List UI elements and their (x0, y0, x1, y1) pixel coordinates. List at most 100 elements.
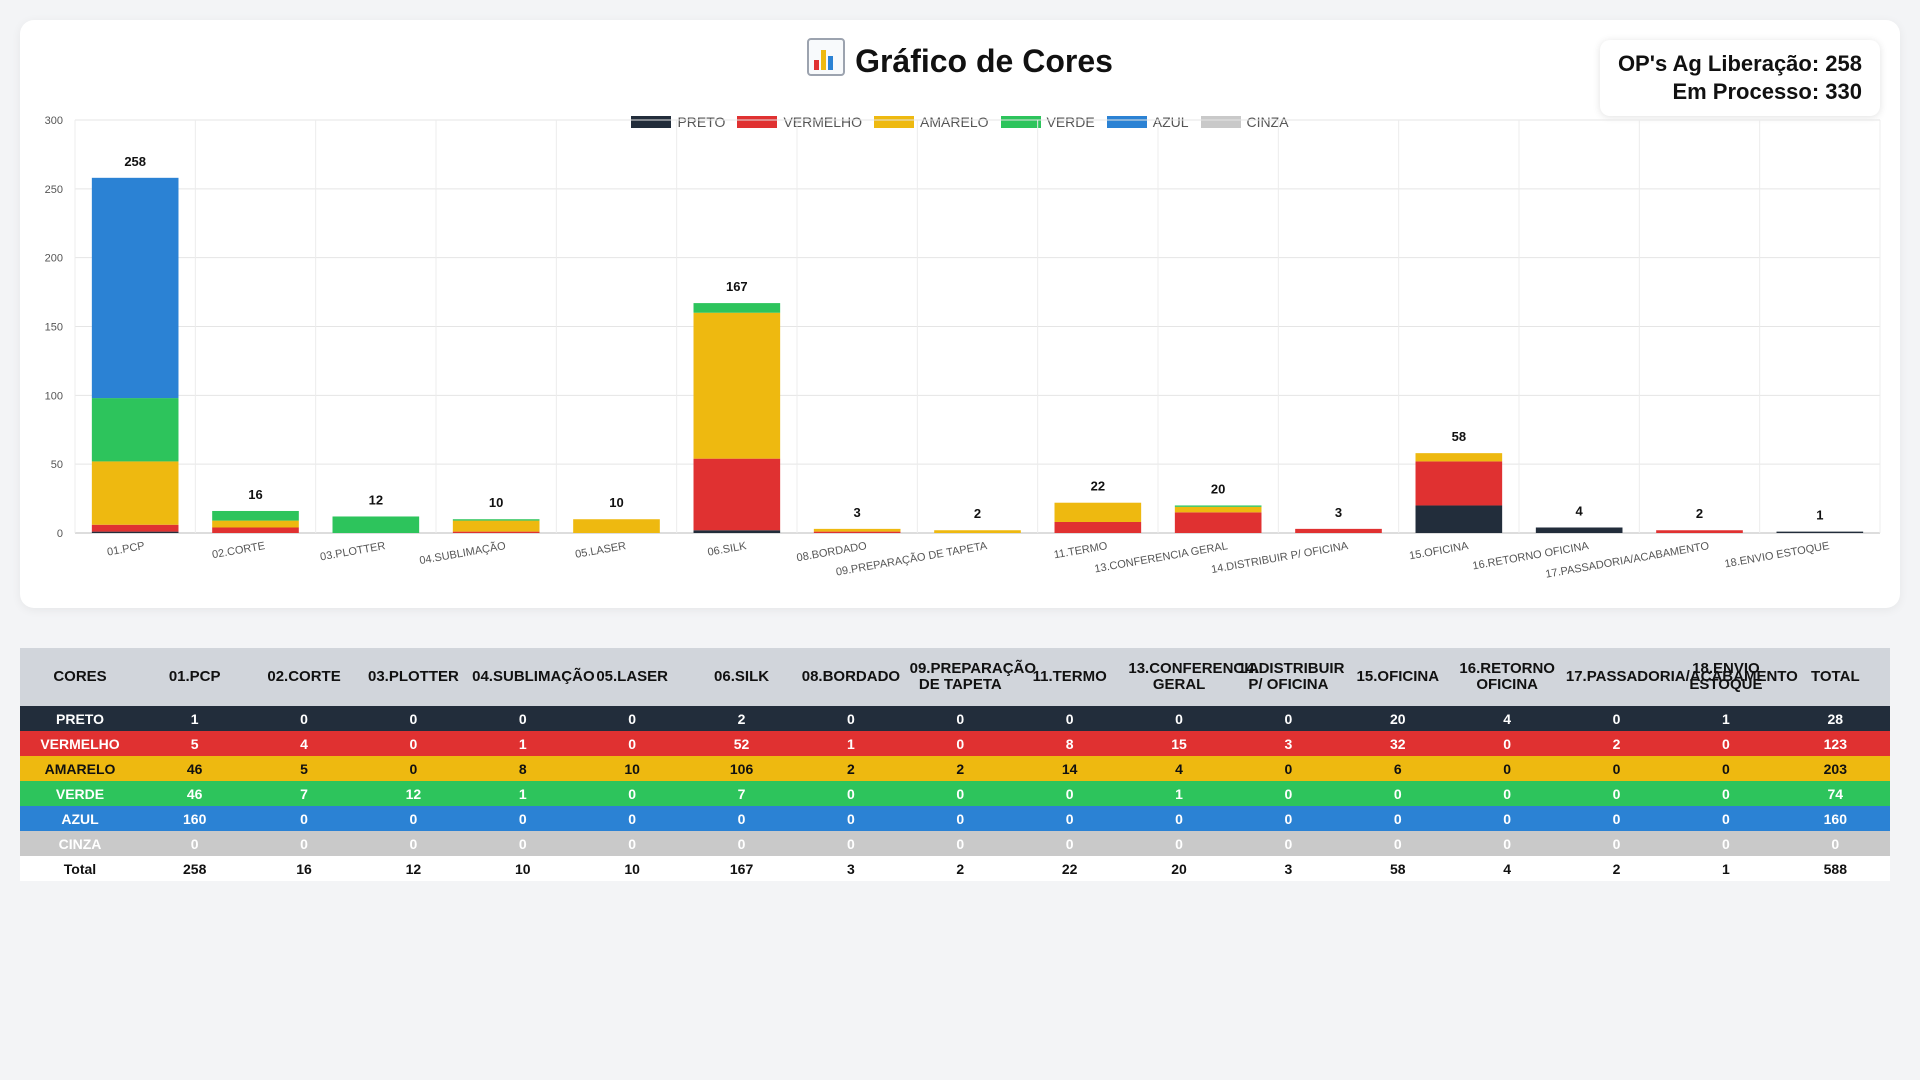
chart-title: Gráfico de Cores (20, 38, 1900, 80)
table-cell: 0 (1671, 831, 1781, 856)
x-tick-label: 15.OFICINA (1408, 540, 1470, 562)
table-cell: 3 (796, 856, 906, 881)
table-cell: 0 (796, 706, 906, 731)
table-cell: 0 (1780, 831, 1890, 856)
bar-total-label: 3 (854, 505, 861, 520)
table-cell: 0 (1015, 831, 1125, 856)
bar-total-label: 22 (1091, 479, 1105, 494)
table-cell: 0 (1015, 806, 1125, 831)
table-cell: 1 (468, 731, 578, 756)
bar-total-label: 2 (1696, 506, 1703, 521)
bar-segment-01-pcp-verde (91, 398, 179, 462)
bar-total-label: 10 (489, 495, 503, 510)
table-cell: 20 (1343, 706, 1453, 731)
table-cell: 0 (577, 706, 687, 731)
legend-swatch (1200, 116, 1241, 128)
table-cell: 0 (1452, 831, 1562, 856)
table-header-13-conferencia-geral: 13.CONFERENCIA GERAL (1124, 648, 1259, 706)
table-header-17-passadoria-acabamento: 17.PASSADORIA/ACABAMENTO (1561, 648, 1798, 706)
y-tick-label: 300 (45, 115, 63, 127)
bar-segment-05-laser-amarelo (573, 519, 660, 533)
table-cell: 28 (1780, 706, 1890, 731)
table-cell: 0 (1561, 806, 1672, 831)
table-cell: 0 (358, 731, 469, 756)
x-tick-label: 03.PLOTTER (319, 540, 386, 563)
table-cell: 0 (1452, 756, 1562, 781)
table-row-vermelho: VERMELHO 5 4 0 1 0 52 1 0 8 15 3 32 0 2 0 123 (20, 731, 1890, 756)
bar-segment-11-termo-amarelo (1054, 502, 1142, 522)
table-cell: 0 (1452, 806, 1562, 831)
table-cell: 0 (1561, 831, 1672, 856)
bar-segment-16-retorno-oficina-preto (1535, 527, 1623, 533)
legend-item-preto[interactable]: PRETO (631, 114, 725, 130)
bar-segment-15-oficina-vermelho (1415, 461, 1503, 506)
table-cell: 5 (140, 731, 250, 756)
bar-segment-15-oficina-preto (1415, 505, 1503, 533)
table-cell: 588 (1780, 856, 1890, 881)
table-cell: 7 (249, 781, 359, 806)
table-cell: 1 (140, 706, 250, 731)
y-tick-label: 150 (45, 322, 63, 334)
table-header-03-plotter: 03.PLOTTER (358, 648, 469, 706)
table-cell: 10 (577, 756, 687, 781)
table-cell: 10 (468, 856, 578, 881)
table-cell: 12 (358, 781, 469, 806)
table-header-05-laser: 05.LASER (577, 648, 687, 706)
table-cell: 0 (796, 781, 906, 806)
table-cell: 1 (796, 731, 906, 756)
legend-item-amarelo[interactable]: AMARELO (874, 114, 989, 130)
table-cell: 258 (140, 856, 250, 881)
bar-segment-01-pcp-azul (91, 177, 179, 399)
bar-segment-13-conferencia-geral-verde (1174, 505, 1262, 507)
table-cell: 0 (1561, 756, 1672, 781)
table-cell: 0 (905, 806, 1015, 831)
table-cell: 16 (249, 856, 359, 881)
bar-segment-01-pcp-vermelho (91, 524, 179, 532)
legend-item-azul[interactable]: AZUL (1106, 114, 1189, 130)
table-cell: 0 (686, 831, 797, 856)
table-row-verde: VERDE 46 7 12 1 0 7 0 0 0 1 0 0 0 0 0 74 (20, 781, 1890, 806)
table-cell: 0 (249, 831, 359, 856)
table-cell: 0 (1561, 706, 1672, 731)
table-cell: 0 (358, 756, 469, 781)
bar-segment-13-conferencia-geral-amarelo (1174, 506, 1262, 513)
table-cell: 0 (358, 831, 469, 856)
table-cell: 106 (686, 756, 797, 781)
table-row-amarelo: AMARELO 46 5 0 8 10 106 2 2 14 4 0 6 0 0 0 203 (20, 756, 1890, 781)
y-tick-label: 200 (45, 253, 63, 265)
bar-segment-02-corte-vermelho (212, 527, 299, 533)
row-label: CINZA (20, 831, 140, 856)
table-cell: 3 (1233, 731, 1344, 756)
x-tick-label: 02.CORTE (211, 540, 266, 561)
table-cell: 12 (358, 856, 469, 881)
table-cell: 0 (1124, 831, 1234, 856)
table-header-cores: CORES (20, 648, 140, 706)
table-cell: 0 (1452, 731, 1562, 756)
table-cell: 0 (1343, 781, 1453, 806)
table-cell: 0 (905, 731, 1015, 756)
legend-label: AMARELO (920, 114, 989, 130)
x-tick-label: 06.SILK (707, 540, 748, 559)
table-cell: 20 (1124, 856, 1234, 881)
chart-title-text: Gráfico de Cores (855, 43, 1113, 79)
table-cell: 0 (577, 731, 687, 756)
legend-item-vermelho[interactable]: VERMELHO (737, 114, 862, 130)
row-label: PRETO (20, 706, 140, 731)
bar-total-label: 3 (1335, 505, 1342, 520)
bar-segment-17-passadoria-acabamento-vermelho (1656, 530, 1743, 533)
table-cell: 2 (905, 856, 1015, 881)
table-cell: 0 (905, 706, 1015, 731)
bar-segment-04-sublimacao-verde (452, 519, 540, 521)
legend-label: PRETO (677, 114, 726, 130)
row-label: VERDE (20, 781, 140, 806)
row-label: VERMELHO (20, 731, 140, 756)
table-cell: 0 (468, 806, 578, 831)
table-cell: 0 (1671, 756, 1781, 781)
data-table: CORES 01.PCP 02.CORTE 03.PLOTTER 04.SUBLIMAÇ… (20, 648, 1890, 881)
table-cell: 58 (1343, 856, 1453, 881)
table-cell: 22 (1015, 856, 1125, 881)
legend-item-verde[interactable]: VERDE (1000, 114, 1095, 130)
table-cell: 0 (577, 831, 687, 856)
bar-segment-06-silk-verde (693, 303, 781, 313)
table-cell: 0 (796, 806, 906, 831)
